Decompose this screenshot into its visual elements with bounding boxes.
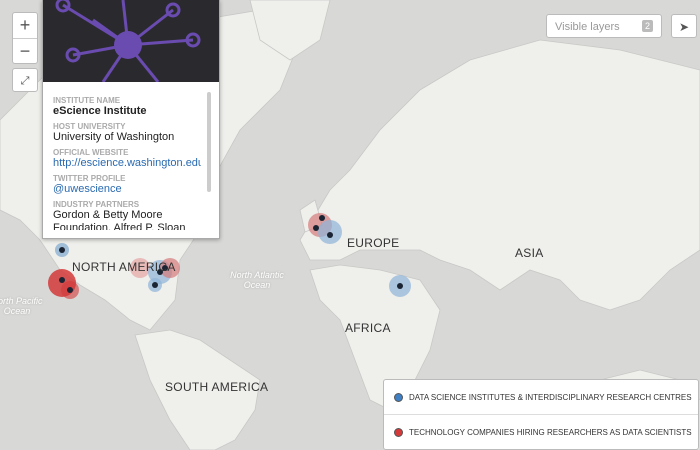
scrollbar[interactable] <box>207 92 211 192</box>
legend-item[interactable]: DATA SCIENCE INSTITUTES & INTERDISCIPLIN… <box>384 380 698 414</box>
layer-placeholder: Visible layers <box>555 21 620 33</box>
field-value: Gordon & Betty Moore Foundation, Alfred … <box>53 209 186 230</box>
legend-swatch <box>394 392 403 402</box>
fullscreen-button[interactable]: ⤢ <box>12 68 38 92</box>
continent-label: ASIA <box>515 246 544 260</box>
field-label: INDUSTRY PARTNERS <box>53 200 140 209</box>
zoom-out[interactable]: − <box>19 41 31 61</box>
zoom-control: + − <box>12 12 38 64</box>
field-label: TWITTER PROFILE <box>53 174 126 183</box>
field-value[interactable]: http://escience.washington.edu <box>53 157 201 169</box>
info-popup: INSTITUTE NAME eScience Institute HOST UNI… <box>42 0 220 239</box>
markers <box>48 213 664 450</box>
field-label: OFFICIAL WEBSITE <box>53 148 129 157</box>
ocean-label: North Pacific Ocean <box>0 296 43 316</box>
continent-label: NORTH AMERICA <box>72 260 176 274</box>
continent-label: EUROPE <box>347 236 400 250</box>
field-value[interactable]: @uwescience <box>53 183 122 195</box>
legend-label: TECHNOLOGY COMPANIES HIRING RESEARCHERS … <box>409 427 692 437</box>
continent-label: AFRICA <box>345 321 391 335</box>
layer-selector[interactable]: Visible layers 2 <box>546 14 662 38</box>
field-value: eScience Institute <box>53 105 147 117</box>
legend-item[interactable]: TECHNOLOGY COMPANIES HIRING RESEARCHERS … <box>384 414 698 449</box>
legend-swatch <box>394 427 403 437</box>
legend: DATA SCIENCE INSTITUTES & INTERDISCIPLIN… <box>383 379 699 450</box>
layer-count: 2 <box>641 20 653 32</box>
field-value: University of Washington <box>53 131 175 143</box>
legend-label: DATA SCIENCE INSTITUTES & INTERDISCIPLIN… <box>409 392 692 402</box>
zoom-in[interactable]: + <box>13 13 37 39</box>
continent-label: SOUTH AMERICA <box>165 380 269 394</box>
ocean-label: North Atlantic Ocean <box>230 270 284 290</box>
share-button[interactable]: ➤ <box>671 14 697 38</box>
popup-fields: INSTITUTE NAME eScience Institute HOST UNI… <box>53 92 201 230</box>
popup-image <box>43 0 219 82</box>
field-label: INSTITUTE NAME <box>53 96 121 105</box>
field-label: HOST UNIVERSITY <box>53 122 126 131</box>
